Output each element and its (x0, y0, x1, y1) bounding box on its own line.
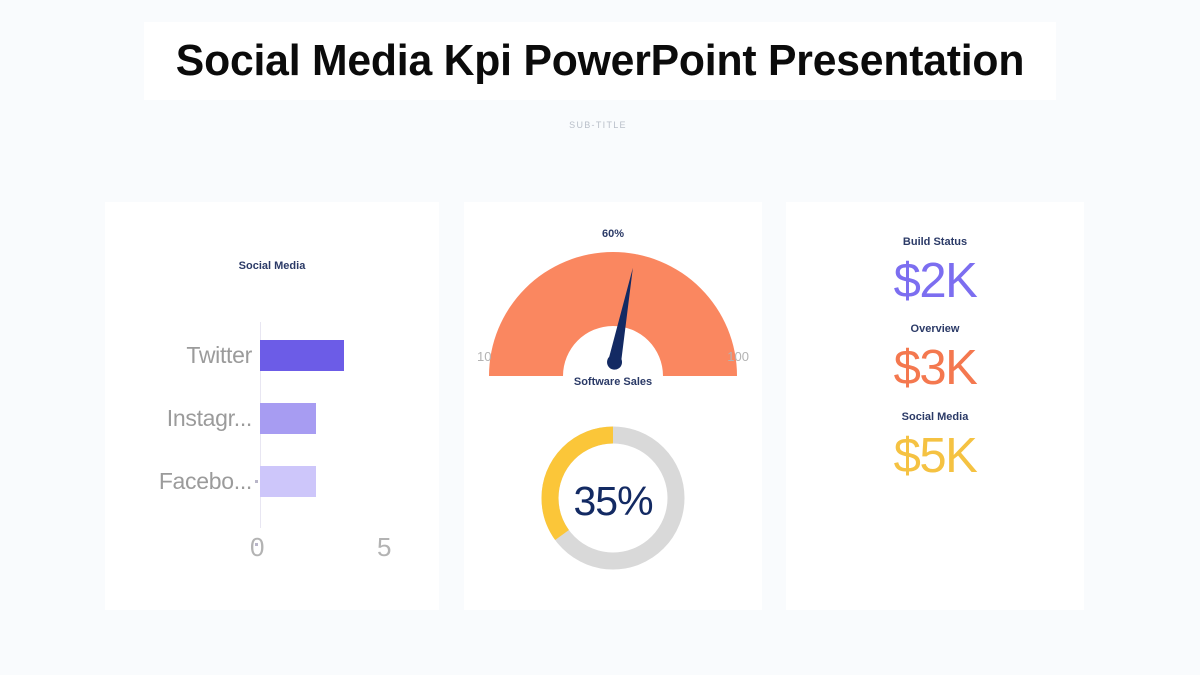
kpi-item-overview[interactable]: Overview $3K (786, 323, 1084, 394)
gauge-value-label: 60% (601, 228, 625, 240)
kpi-title: Social Media (901, 410, 969, 423)
kpi-item-build-status[interactable]: Build Status $2K (786, 236, 1084, 307)
axis-tick-dot (255, 480, 258, 483)
title-highlight-band (144, 22, 1056, 100)
bar-row[interactable]: Twitter (105, 338, 439, 372)
bar-row[interactable]: Facebo... (105, 464, 439, 498)
x-tick-label: 0 (250, 532, 265, 562)
gauge-min-label: 10 (477, 349, 492, 364)
kpi-value: $2K (893, 254, 978, 308)
donut-svg (541, 426, 685, 570)
bar-chart-title: Social Media (238, 260, 306, 272)
kpi-value: $3K (893, 341, 978, 396)
social-media-bar-card[interactable]: Social Media Twitter Instagr... Facebo..… (105, 202, 439, 610)
gauge-arc (489, 252, 737, 376)
kpi-list: Build Status $2K Overview $3K Social Med… (786, 236, 1084, 498)
donut-progress (541, 426, 685, 570)
bar-chart-plot: Twitter Instagr... Facebo... (105, 312, 439, 546)
bar-fill (260, 402, 316, 434)
bar-label: Facebo... (158, 467, 252, 494)
bar-chart-x-axis-ticks: 0 5 (105, 532, 439, 572)
x-tick-label: 5 (377, 532, 392, 562)
kpi-stats-card[interactable]: Build Status $2K Overview $3K Social Med… (786, 202, 1084, 610)
bar-label: Twitter (186, 341, 252, 368)
bar-row[interactable]: Instagr... (105, 401, 439, 435)
kpi-value: $5K (893, 428, 978, 483)
bar-fill (260, 465, 316, 497)
page-subtitle: SUB-TITLE (569, 120, 627, 130)
gauge-title: Software Sales (573, 376, 653, 388)
bar-label: Instagr... (166, 404, 253, 431)
page-title: Social Media Kpi PowerPoint Presentation (175, 36, 1025, 85)
kpi-title: Overview (910, 323, 960, 336)
gauge-chart[interactable]: 60% 10 100 Software Sales (464, 218, 762, 408)
bar-fill (260, 339, 344, 371)
kpi-title: Build Status (902, 236, 968, 248)
gauge-max-label: 100 (727, 349, 749, 364)
gauge-needle (607, 267, 633, 370)
donut-value-label: 35% (573, 478, 653, 524)
kpi-item-social-media[interactable]: Social Media $5K (786, 411, 1084, 482)
gauge-svg (489, 252, 737, 376)
axis-tick-dot (255, 543, 258, 546)
donut-chart[interactable]: 35% (464, 416, 762, 596)
gauge-and-donut-card[interactable]: 60% 10 100 Software Sales 35% (464, 202, 762, 610)
